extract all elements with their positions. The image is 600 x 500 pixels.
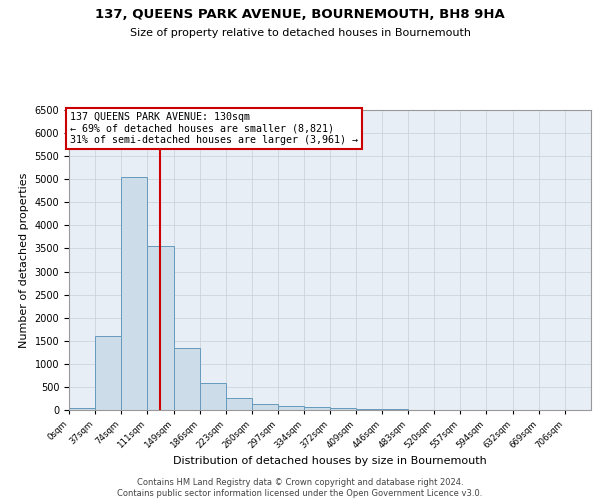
Bar <box>226 398 251 410</box>
Bar <box>173 348 200 410</box>
Bar <box>278 406 304 410</box>
Bar <box>121 177 147 410</box>
Text: Size of property relative to detached houses in Bournemouth: Size of property relative to detached ho… <box>130 28 470 38</box>
Bar <box>69 408 95 410</box>
Bar <box>95 336 121 410</box>
Bar <box>331 408 356 410</box>
Text: 137, QUEENS PARK AVENUE, BOURNEMOUTH, BH8 9HA: 137, QUEENS PARK AVENUE, BOURNEMOUTH, BH… <box>95 8 505 20</box>
X-axis label: Distribution of detached houses by size in Bournemouth: Distribution of detached houses by size … <box>173 456 487 466</box>
Bar <box>147 246 173 410</box>
Bar <box>200 383 226 410</box>
Bar <box>382 409 409 410</box>
Bar <box>356 409 382 410</box>
Text: 137 QUEENS PARK AVENUE: 130sqm
← 69% of detached houses are smaller (8,821)
31% : 137 QUEENS PARK AVENUE: 130sqm ← 69% of … <box>70 112 358 145</box>
Bar <box>251 404 278 410</box>
Text: Contains HM Land Registry data © Crown copyright and database right 2024.
Contai: Contains HM Land Registry data © Crown c… <box>118 478 482 498</box>
Bar <box>304 407 331 410</box>
Y-axis label: Number of detached properties: Number of detached properties <box>19 172 29 348</box>
